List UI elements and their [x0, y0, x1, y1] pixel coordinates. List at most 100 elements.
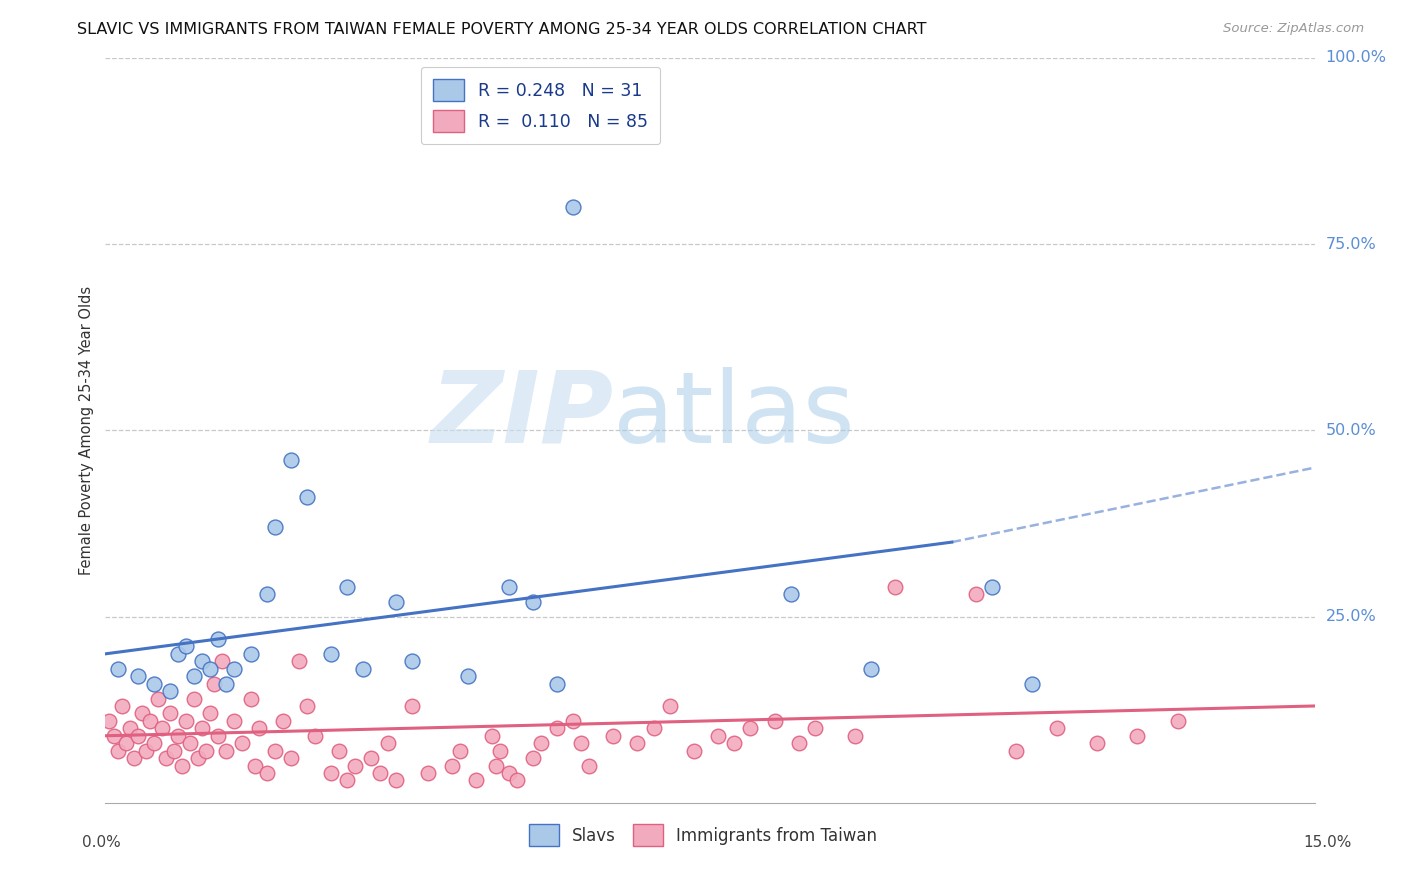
Point — [207, 632, 229, 646]
Point — [110, 698, 132, 713]
Point — [1021, 676, 1043, 690]
Point — [723, 736, 745, 750]
Point — [569, 736, 592, 750]
Point — [441, 758, 464, 772]
Point — [159, 706, 181, 721]
Point — [498, 766, 520, 780]
Point — [530, 736, 553, 750]
Text: ZIP: ZIP — [430, 367, 613, 464]
Point — [522, 751, 544, 765]
Point — [304, 729, 326, 743]
Point — [295, 491, 318, 505]
Point — [256, 587, 278, 601]
Point — [498, 580, 520, 594]
Point — [1046, 721, 1069, 735]
Point — [211, 654, 233, 668]
Point — [107, 744, 129, 758]
Point — [256, 766, 278, 780]
Point — [384, 595, 406, 609]
Point — [127, 729, 149, 743]
Point — [243, 758, 266, 772]
Point — [578, 758, 600, 772]
Point — [328, 744, 350, 758]
Point — [135, 744, 157, 758]
Point — [103, 729, 125, 743]
Point — [150, 721, 173, 735]
Point — [159, 684, 181, 698]
Point — [546, 676, 568, 690]
Point — [174, 640, 197, 654]
Point — [505, 773, 527, 788]
Point — [465, 773, 488, 788]
Point — [546, 721, 568, 735]
Point — [183, 691, 205, 706]
Point — [1085, 736, 1108, 750]
Point — [683, 744, 706, 758]
Point — [98, 714, 121, 728]
Point — [965, 587, 987, 601]
Text: Source: ZipAtlas.com: Source: ZipAtlas.com — [1223, 22, 1364, 36]
Point — [562, 714, 585, 728]
Point — [321, 647, 343, 661]
Point — [522, 595, 544, 609]
Point — [384, 773, 406, 788]
Point — [224, 662, 246, 676]
Point — [131, 706, 153, 721]
Point — [401, 654, 423, 668]
Point — [368, 766, 391, 780]
Point — [336, 580, 359, 594]
Text: 25.0%: 25.0% — [1326, 609, 1376, 624]
Point — [489, 744, 512, 758]
Point — [336, 773, 359, 788]
Point — [860, 662, 883, 676]
Point — [114, 736, 136, 750]
Point — [167, 729, 190, 743]
Point — [187, 751, 209, 765]
Point — [183, 669, 205, 683]
Point — [224, 714, 246, 728]
Text: SLAVIC VS IMMIGRANTS FROM TAIWAN FEMALE POVERTY AMONG 25-34 YEAR OLDS CORRELATIO: SLAVIC VS IMMIGRANTS FROM TAIWAN FEMALE … — [77, 22, 927, 37]
Point — [280, 751, 302, 765]
Point — [377, 736, 399, 750]
Point — [485, 758, 508, 772]
Point — [1167, 714, 1189, 728]
Point — [271, 714, 294, 728]
Point — [344, 758, 367, 772]
Point — [174, 714, 197, 728]
Point — [247, 721, 270, 735]
Point — [155, 751, 177, 765]
Point — [107, 662, 129, 676]
Point — [142, 676, 165, 690]
Text: 100.0%: 100.0% — [1326, 51, 1386, 65]
Point — [202, 676, 225, 690]
Point — [1005, 744, 1028, 758]
Point — [981, 580, 1004, 594]
Point — [127, 669, 149, 683]
Point — [200, 706, 222, 721]
Point — [167, 647, 190, 661]
Point — [207, 729, 229, 743]
Point — [231, 736, 253, 750]
Point — [562, 200, 585, 214]
Point — [449, 744, 471, 758]
Y-axis label: Female Poverty Among 25-34 Year Olds: Female Poverty Among 25-34 Year Olds — [79, 285, 94, 575]
Point — [239, 691, 262, 706]
Point — [215, 744, 238, 758]
Point — [787, 736, 810, 750]
Legend: R = 0.248   N = 31, R =  0.110   N = 85: R = 0.248 N = 31, R = 0.110 N = 85 — [420, 67, 661, 145]
Point — [658, 698, 681, 713]
Text: atlas: atlas — [613, 367, 855, 464]
Point — [740, 721, 762, 735]
Point — [844, 729, 866, 743]
Point — [416, 766, 439, 780]
Point — [321, 766, 343, 780]
Point — [122, 751, 145, 765]
Point — [146, 691, 169, 706]
Point — [263, 520, 285, 534]
Point — [215, 676, 238, 690]
Point — [457, 669, 479, 683]
Point — [352, 662, 374, 676]
Point — [179, 736, 201, 750]
Point — [481, 729, 503, 743]
Point — [779, 587, 801, 601]
